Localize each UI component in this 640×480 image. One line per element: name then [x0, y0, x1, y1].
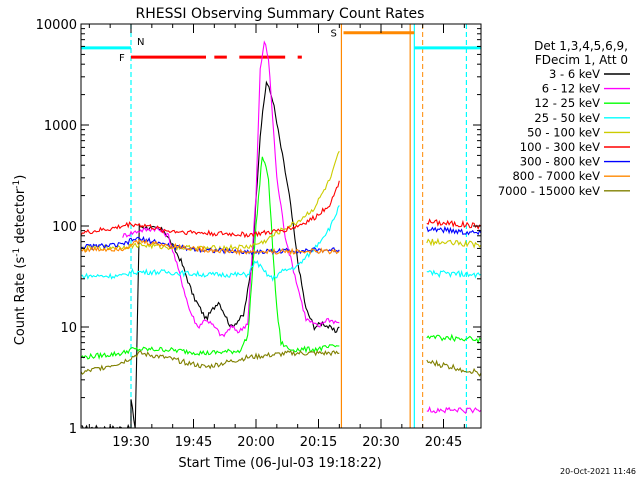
legend-entry-label: 7000 - 15000 keV [498, 184, 600, 198]
x-tick-label: 19:45 [175, 435, 212, 450]
x-tick-label: 20:30 [362, 435, 399, 450]
legend-entry-label: 300 - 800 keV [520, 155, 600, 169]
legend-entry-label: 800 - 7000 keV [512, 169, 600, 183]
plot-area: N F S [81, 24, 481, 428]
post-gap-series-line-3 [426, 237, 481, 249]
y-axis-label-sup2: -1 [12, 180, 22, 189]
y-tick-label: 1000 [44, 119, 77, 134]
y-axis-label-mid: detector [13, 188, 28, 248]
x-tick-label: 20:15 [300, 435, 337, 450]
axis-ticks: 1 10 100 1000 10000 19:30 19:45 20:00 20:15 20:30… [36, 18, 482, 450]
plot-contents [81, 24, 481, 428]
y-axis-label-end: ) [13, 175, 28, 180]
legend-entry-label: 100 - 300 keV [520, 140, 600, 154]
series-line-3 [81, 156, 340, 360]
y-tick-label: 10 [60, 321, 77, 336]
y-tick-label: 100 [52, 220, 77, 235]
y-axis-label-main: Count Rate (s [13, 257, 28, 346]
series-line-8 [81, 238, 340, 256]
series-line-4 [81, 205, 340, 282]
post-gap-series-line-2 [426, 225, 481, 236]
y-axis-label-sup1: -1 [12, 248, 22, 257]
legend-entry-label: 6 - 12 keV [542, 82, 600, 96]
post-gap-series-line-6 [426, 359, 481, 377]
post-gap-series-line-5 [426, 333, 481, 344]
series-line-6 [81, 180, 340, 239]
legend-entry-label: 12 - 25 keV [534, 96, 600, 110]
x-tick-label: 19:30 [112, 435, 149, 450]
legend-header-line-1: Det 1,3,4,5,6,9, [534, 39, 628, 53]
series-line-7 [81, 235, 340, 256]
legend: Det 1,3,4,5,6,9, FDecim 1, Att 0 3 - 6 k… [498, 39, 630, 198]
series-line-2 [122, 40, 340, 338]
post-gap-series-line-4 [426, 269, 481, 279]
y-tick-label: 10000 [36, 18, 77, 33]
legend-entry-label: 50 - 100 keV [527, 125, 600, 139]
post-gap-series-line-1 [426, 218, 481, 230]
x-axis-label: Start Time (06-Jul-03 19:18:22) [178, 456, 381, 471]
legend-entry-label: 25 - 50 keV [534, 111, 600, 125]
x-tick-label: 20:00 [237, 435, 274, 450]
y-axis-label: Count Rate (s-1 detector-1) [12, 175, 28, 346]
chart-title: RHESSI Observing Summary Count Rates [136, 6, 425, 22]
x-tick-label: 20:45 [425, 435, 462, 450]
post-gap-series-line-7 [426, 405, 481, 415]
series-line-1 [81, 80, 340, 428]
night-label: N [137, 37, 144, 48]
legend-entry-label: 3 - 6 keV [549, 67, 600, 81]
y-tick-label: 1 [69, 422, 77, 437]
flare-label: F [119, 53, 125, 64]
legend-header-line-2: FDecim 1, Att 0 [535, 53, 628, 67]
saa-label: S [331, 29, 337, 40]
series-line-9 [81, 350, 340, 375]
footer-timestamp: 20-Oct-2021 11:46 [560, 467, 636, 476]
